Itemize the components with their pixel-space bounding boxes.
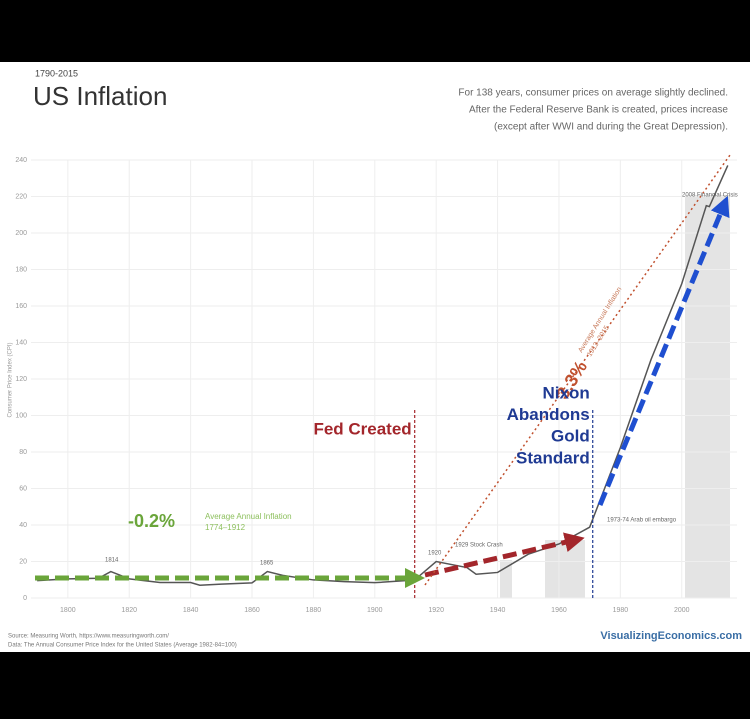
source: Source: Measuring Worth, https://www.mea… — [8, 634, 169, 640]
arrow — [424, 532, 585, 578]
x-tick-label: 1860 — [244, 607, 260, 614]
callout: 1865 — [260, 561, 274, 567]
x-tick-label: 1880 — [306, 607, 322, 614]
subtitle: 1790-2015 — [35, 68, 78, 78]
x-tick-label: 1940 — [490, 607, 506, 614]
x-tick-label: 1820 — [121, 607, 137, 614]
note: (except after WWI and during the Great D… — [494, 122, 728, 133]
y-tick-label: 240 — [15, 157, 27, 164]
brand: VisualizingEconomics.com — [600, 630, 742, 642]
y-tick-label: 180 — [15, 266, 27, 273]
y-tick-label: 140 — [15, 339, 27, 346]
y-tick-label: 80 — [19, 449, 27, 456]
x-tick-label: 1800 — [60, 607, 76, 614]
callout: 1814 — [105, 558, 119, 564]
y-tick-label: 60 — [19, 485, 27, 492]
x-tick-label: 1900 — [367, 607, 383, 614]
source: Data: The Annual Consumer Price Index fo… — [8, 643, 237, 649]
arrow — [597, 195, 730, 506]
callout: 1973-74 Arab oil embargo — [607, 518, 677, 524]
y-tick-label: 100 — [15, 412, 27, 419]
x-tick-label: 1980 — [613, 607, 629, 614]
note: For 138 years, consumer prices on averag… — [458, 88, 728, 99]
chart-title: US Inflation — [33, 81, 167, 111]
callout: 1929 Stock Crash — [455, 543, 503, 549]
y-axis-label: Consumer Price Index (CPI) — [8, 342, 14, 417]
event-label: Standard — [516, 448, 590, 467]
event-label: Nixon — [542, 383, 589, 402]
x-tick-label: 2000 — [674, 607, 690, 614]
y-tick-label: 120 — [15, 376, 27, 383]
y-tick-label: 220 — [15, 193, 27, 200]
x-tick-label: 1920 — [428, 607, 444, 614]
y-tick-label: 40 — [19, 522, 27, 529]
event-label: Abandons — [507, 405, 590, 424]
y-tick-label: 20 — [19, 558, 27, 565]
event-label: Fed Created — [313, 419, 411, 438]
note: After the Federal Reserve Bank is create… — [469, 105, 728, 116]
x-tick-label: 1960 — [551, 607, 567, 614]
line — [37, 165, 729, 586]
event-label: Gold — [551, 427, 590, 446]
y-tick-label: 0 — [23, 595, 27, 602]
callout: 1920 — [428, 551, 442, 557]
rate-period: 1774–1912 — [205, 523, 246, 532]
y-tick-label: 160 — [15, 303, 27, 310]
rate-text: Average Annual Inflation — [205, 512, 292, 521]
y-tick-label: 200 — [15, 230, 27, 237]
x-tick-label: 1840 — [183, 607, 199, 614]
rate: -0.2% — [128, 511, 175, 531]
callout: 2008 Financial Crisis — [682, 193, 738, 199]
